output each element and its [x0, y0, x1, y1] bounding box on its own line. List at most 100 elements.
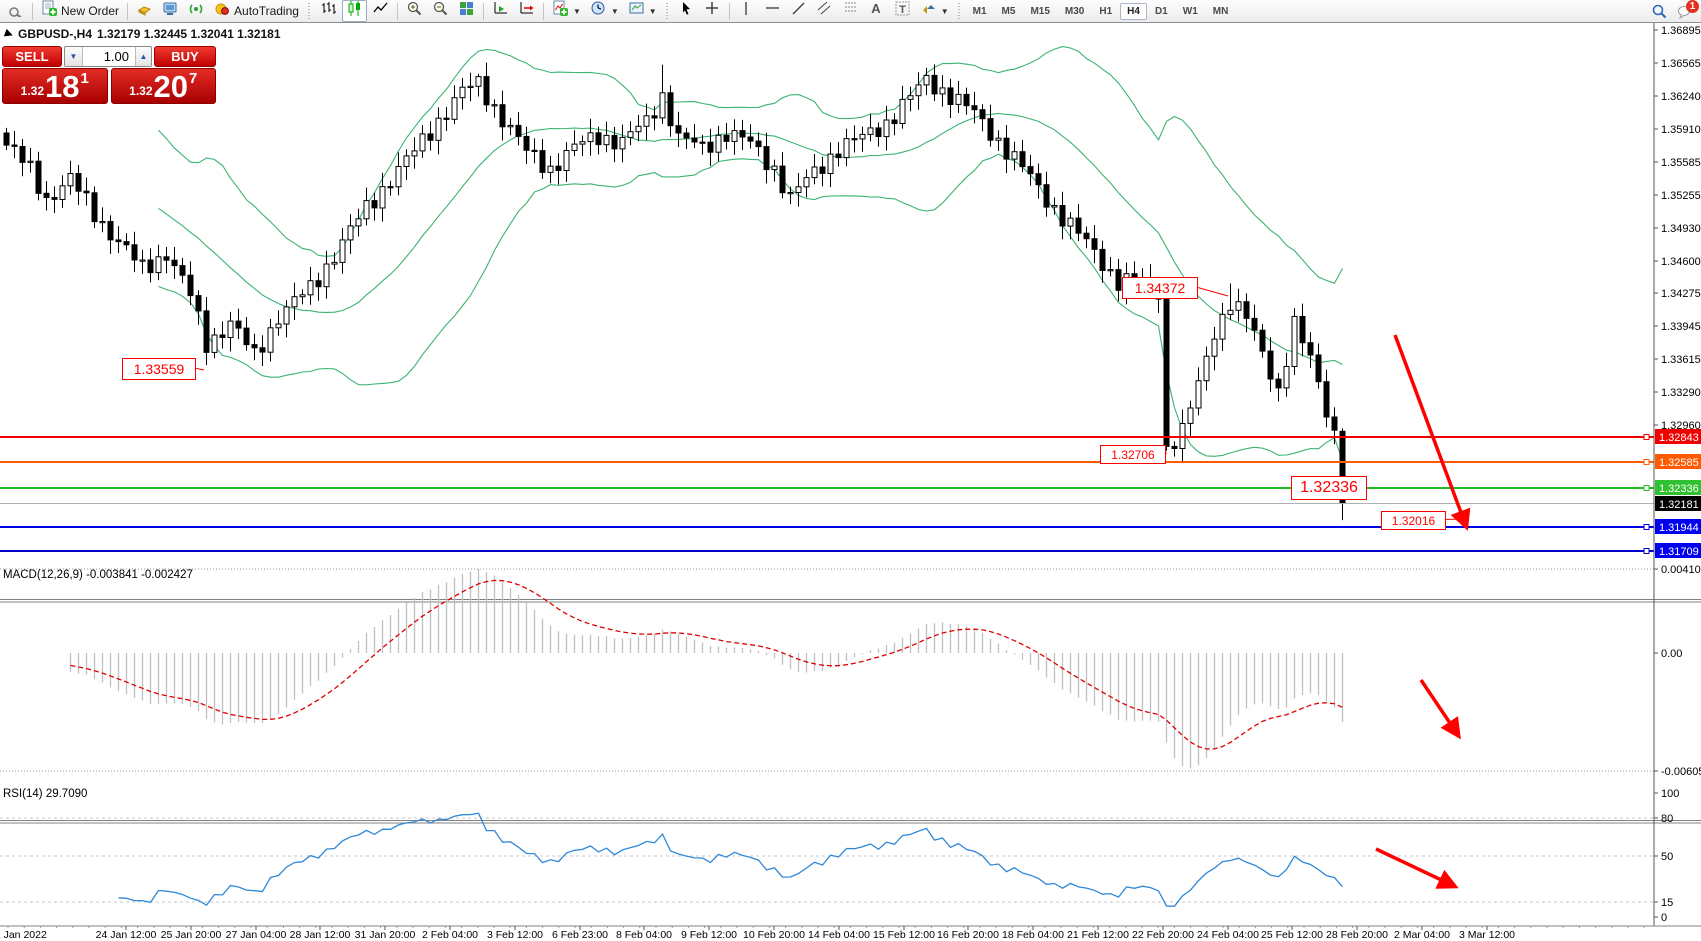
tile-windows-icon — [458, 0, 475, 22]
periods-icon[interactable]: ▼ — [586, 0, 623, 22]
auto-scroll-icon[interactable] — [488, 0, 513, 22]
notification-badge: 1 — [1686, 0, 1699, 13]
buy-price-button[interactable]: 1.32 20 7 — [110, 68, 216, 104]
volume-dropdown-icon[interactable]: ▼ — [65, 47, 83, 66]
fibonacci-icon[interactable] — [838, 0, 863, 22]
text-icon[interactable]: A — [864, 0, 889, 22]
macd-label: MACD(12,26,9) -0.003841 -0.002427 — [3, 569, 193, 581]
pane-separator-rsi[interactable] — [0, 820, 1701, 824]
toolbar-separator — [127, 2, 129, 20]
price-tick-label: 1.36565 — [1661, 58, 1701, 70]
timeframe-button-d1[interactable]: D1 — [1154, 5, 1168, 17]
timeframe-button-w1[interactable]: W1 — [1182, 5, 1198, 17]
deposit-icon[interactable] — [132, 0, 157, 22]
price-tick-label: 1.33945 — [1661, 321, 1701, 333]
text-icon: A — [868, 0, 885, 22]
price-tick-label: 1.36240 — [1661, 91, 1701, 103]
hline-handle[interactable] — [1643, 459, 1650, 465]
hline-handle[interactable] — [1643, 524, 1650, 530]
dropdown-caret-icon[interactable]: ▼ — [648, 6, 657, 16]
sell-price-sup: 1 — [80, 70, 89, 87]
toolbar-separator — [482, 2, 484, 20]
toolbar-grip[interactable] — [306, 2, 312, 20]
vertical-line-icon[interactable] — [734, 0, 759, 22]
price-badge: 1.32585 — [1655, 454, 1701, 469]
buy-price-big: 20 — [153, 69, 188, 104]
time-label-first: 21 Jan 2022 — [0, 929, 47, 941]
zoom-out-icon[interactable] — [428, 0, 453, 22]
equidistant-channel-icon[interactable] — [812, 0, 837, 22]
sell-price-button[interactable]: 1.32 18 1 — [2, 68, 108, 104]
time-axis[interactable]: 21 Jan 2022 24 Jan 12:00 25 Jan 20:00 27 Ja… — [0, 925, 1701, 941]
zoom-out-icon — [432, 0, 449, 22]
svg-text:1.32336: 1.32336 — [1659, 483, 1699, 495]
timeframe-button-m30[interactable]: M30 — [1064, 5, 1085, 17]
timeframe-button-mn[interactable]: MN — [1212, 5, 1229, 17]
hline-handle[interactable] — [1643, 548, 1650, 554]
terminal-icon[interactable] — [158, 0, 183, 22]
rsi-label: RSI(14) 29.7090 — [3, 788, 87, 800]
templates-icon[interactable]: ▼ — [624, 0, 661, 22]
chart-canvas[interactable]: 1.36895 1.36565 1.36240 1.35910 1.35585 1.352… — [0, 23, 1701, 941]
bar-chart-icon[interactable] — [316, 0, 341, 22]
autotrading-button[interactable]: AutoTrading — [210, 0, 303, 22]
dropdown-caret-icon[interactable]: ▼ — [572, 6, 581, 16]
pane-separator-macd[interactable] — [0, 599, 1701, 603]
rsi-scale-label: 100 — [1661, 788, 1679, 800]
time-label: 25 Jan 20:00 — [161, 929, 222, 941]
time-label: 31 Jan 20:00 — [355, 929, 416, 941]
timeframe-button-m1[interactable]: M1 — [972, 5, 987, 17]
new-order-button-label: New Order — [61, 4, 120, 18]
chart-shift-icon — [518, 0, 535, 22]
dropdown-caret-icon[interactable]: ▼ — [610, 6, 619, 16]
time-label: 27 Jan 04:00 — [226, 929, 287, 941]
line-chart-icon[interactable] — [368, 0, 393, 22]
hline-handle[interactable] — [1643, 485, 1650, 491]
search-icon[interactable] — [1647, 0, 1672, 22]
time-label: 28 Feb 20:00 — [1326, 929, 1388, 941]
trend-arrow-0 — [1393, 334, 1471, 531]
timeframe-button-h4[interactable]: H4 — [1120, 2, 1147, 20]
sell-button[interactable]: SELL — [2, 46, 62, 67]
signal-icon[interactable] — [184, 0, 209, 22]
timeframe-button-h1[interactable]: H1 — [1099, 5, 1113, 17]
chart-shift-icon[interactable] — [514, 0, 539, 22]
new-order-button[interactable]: New Order — [37, 0, 123, 22]
trend-arrow-2 — [1375, 847, 1459, 889]
cursor-icon[interactable] — [674, 0, 699, 22]
toolbar-separator — [396, 2, 398, 20]
candlestick-chart-icon[interactable] — [341, 0, 367, 22]
crosshair-icon[interactable] — [700, 0, 725, 22]
timeframe-button-m15[interactable]: M15 — [1030, 5, 1050, 17]
hline-handle[interactable] — [1643, 434, 1650, 440]
price-tick-label: 1.34275 — [1661, 288, 1701, 300]
horizontal-line-icon — [764, 0, 781, 22]
price-scale[interactable]: 1.36895 1.36565 1.36240 1.35910 1.35585 1.352… — [1653, 23, 1701, 941]
price-tick-label: 1.35255 — [1661, 190, 1701, 202]
sell-price-big: 18 — [45, 69, 80, 104]
toolbar-grip[interactable] — [664, 2, 670, 20]
svg-text:1.32585: 1.32585 — [1659, 457, 1699, 469]
text-label-icon[interactable]: T — [890, 0, 915, 22]
volume-input[interactable]: 1.00 — [103, 49, 129, 64]
horizontal-line-icon[interactable] — [760, 0, 785, 22]
volume-up-icon[interactable]: ▲ — [135, 47, 151, 66]
arrows-icon[interactable]: ▼ — [916, 0, 953, 22]
tile-windows-icon[interactable] — [454, 0, 479, 22]
price-badge: 1.32181 — [1655, 496, 1701, 511]
time-label: 25 Feb 12:00 — [1261, 929, 1323, 941]
buy-button[interactable]: BUY — [154, 46, 216, 67]
trendline-icon[interactable] — [786, 0, 811, 22]
price-tick-label: 1.35585 — [1661, 157, 1701, 169]
symbol-ohlc: 1.32179 1.32445 1.32041 1.32181 — [97, 27, 281, 41]
indicators-icon[interactable]: ▼ — [548, 0, 585, 22]
zoom-in-icon[interactable] — [402, 0, 427, 22]
label-connector — [1443, 518, 1465, 520]
chart-fragment-icon[interactable] — [3, 0, 28, 22]
new-order-button — [41, 0, 58, 22]
dropdown-caret-icon[interactable]: ▼ — [940, 6, 949, 16]
time-label: 22 Feb 20:00 — [1132, 929, 1194, 941]
notifications-icon[interactable]: 1 — [1673, 0, 1699, 22]
timeframe-button-m5[interactable]: M5 — [1001, 5, 1016, 17]
toolbar-grip[interactable] — [956, 2, 962, 20]
